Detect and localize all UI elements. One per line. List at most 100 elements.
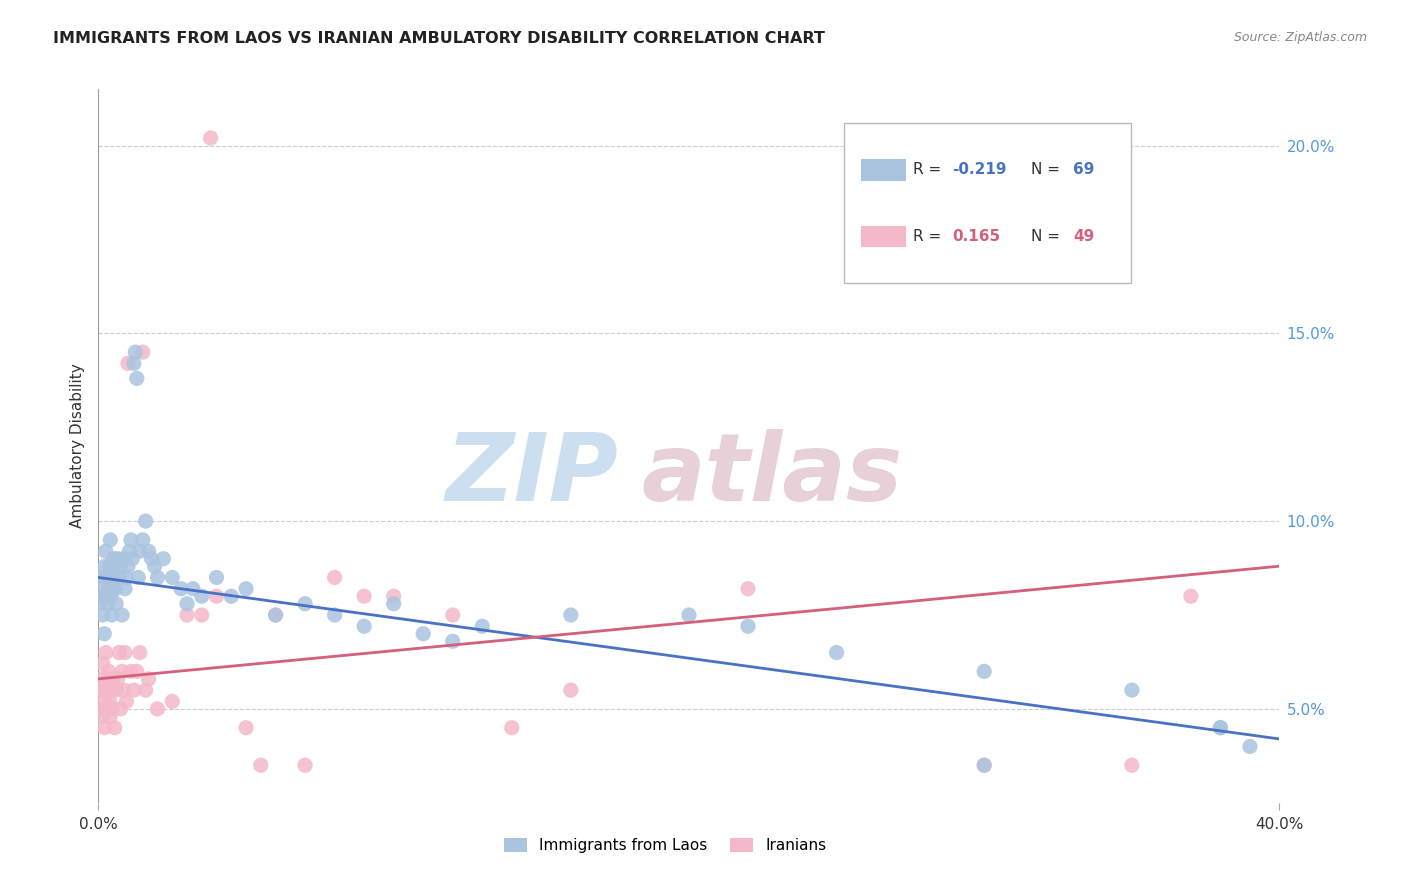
Point (128, 544, 150, 558)
Point (93, 627, 115, 641)
Point (353, 589, 375, 603)
Point (90, 672, 112, 686)
Legend: Immigrants from Laos, Iranians: Immigrants from Laos, Iranians (498, 832, 832, 859)
Y-axis label: Ambulatory Disability: Ambulatory Disability (69, 364, 84, 528)
Point (176, 597, 198, 611)
Point (91, 709, 114, 723)
Point (114, 646, 136, 660)
Point (382, 597, 405, 611)
Text: N =: N = (1032, 229, 1066, 244)
Point (105, 570, 128, 584)
Point (125, 665, 148, 679)
Point (96, 672, 118, 686)
Point (89, 570, 111, 584)
Point (200, 131, 222, 145)
Point (737, 582, 759, 596)
Point (152, 551, 174, 566)
Point (97, 582, 120, 596)
Text: -0.219: -0.219 (953, 162, 1007, 178)
Point (1209, 721, 1232, 735)
Point (441, 607, 464, 622)
Point (122, 683, 145, 698)
Point (104, 721, 127, 735)
Point (118, 544, 141, 558)
Point (114, 582, 136, 596)
Point (146, 570, 169, 584)
Point (191, 589, 214, 603)
Point (98, 709, 121, 723)
Point (93, 570, 115, 584)
Point (127, 570, 149, 584)
Point (132, 533, 155, 547)
Point (825, 646, 848, 660)
Point (115, 694, 138, 708)
Point (1209, 721, 1232, 735)
Point (124, 345, 146, 359)
Point (91, 607, 114, 622)
Point (737, 619, 759, 633)
Point (93, 683, 115, 698)
Point (128, 646, 150, 660)
Point (112, 551, 135, 566)
Point (1239, 739, 1261, 754)
Point (117, 559, 139, 574)
Point (294, 758, 316, 772)
Point (121, 551, 143, 566)
Point (94, 544, 117, 558)
Point (120, 665, 142, 679)
Point (100, 589, 122, 603)
Point (205, 589, 228, 603)
Point (100, 607, 122, 622)
Point (135, 683, 157, 698)
Point (115, 570, 138, 584)
Point (104, 582, 127, 596)
Point (120, 533, 142, 547)
Text: ZIP: ZIP (446, 428, 619, 521)
Point (110, 702, 132, 716)
Point (1121, 683, 1143, 698)
Point (96, 589, 118, 603)
Point (205, 570, 228, 584)
Point (110, 559, 132, 574)
Point (111, 607, 134, 622)
Point (90, 702, 112, 716)
Point (122, 356, 145, 370)
Point (101, 582, 124, 596)
Point (141, 551, 163, 566)
Point (353, 619, 375, 633)
Point (108, 570, 131, 584)
Point (98, 694, 121, 708)
Text: R =: R = (914, 229, 952, 244)
Point (94, 694, 117, 708)
Point (678, 607, 700, 622)
Point (294, 597, 316, 611)
Point (170, 582, 193, 596)
Point (181, 582, 204, 596)
Point (100, 702, 122, 716)
Point (97, 683, 120, 698)
Text: R =: R = (914, 162, 946, 178)
Point (501, 721, 523, 735)
Text: N =: N = (1032, 162, 1066, 178)
Point (91, 589, 114, 603)
Point (138, 672, 160, 686)
Point (96, 702, 118, 716)
Point (89, 683, 111, 698)
Point (96, 570, 118, 584)
Point (112, 683, 135, 698)
Point (162, 694, 183, 708)
Point (250, 758, 273, 772)
Point (97, 597, 120, 611)
Point (93, 721, 115, 735)
Point (973, 758, 995, 772)
Point (135, 514, 157, 528)
Point (560, 683, 582, 698)
Point (105, 597, 128, 611)
Point (100, 683, 122, 698)
Point (132, 345, 155, 359)
Text: 69: 69 (1074, 162, 1095, 178)
Point (111, 665, 134, 679)
Point (264, 607, 287, 622)
Point (323, 607, 346, 622)
Point (560, 607, 582, 622)
